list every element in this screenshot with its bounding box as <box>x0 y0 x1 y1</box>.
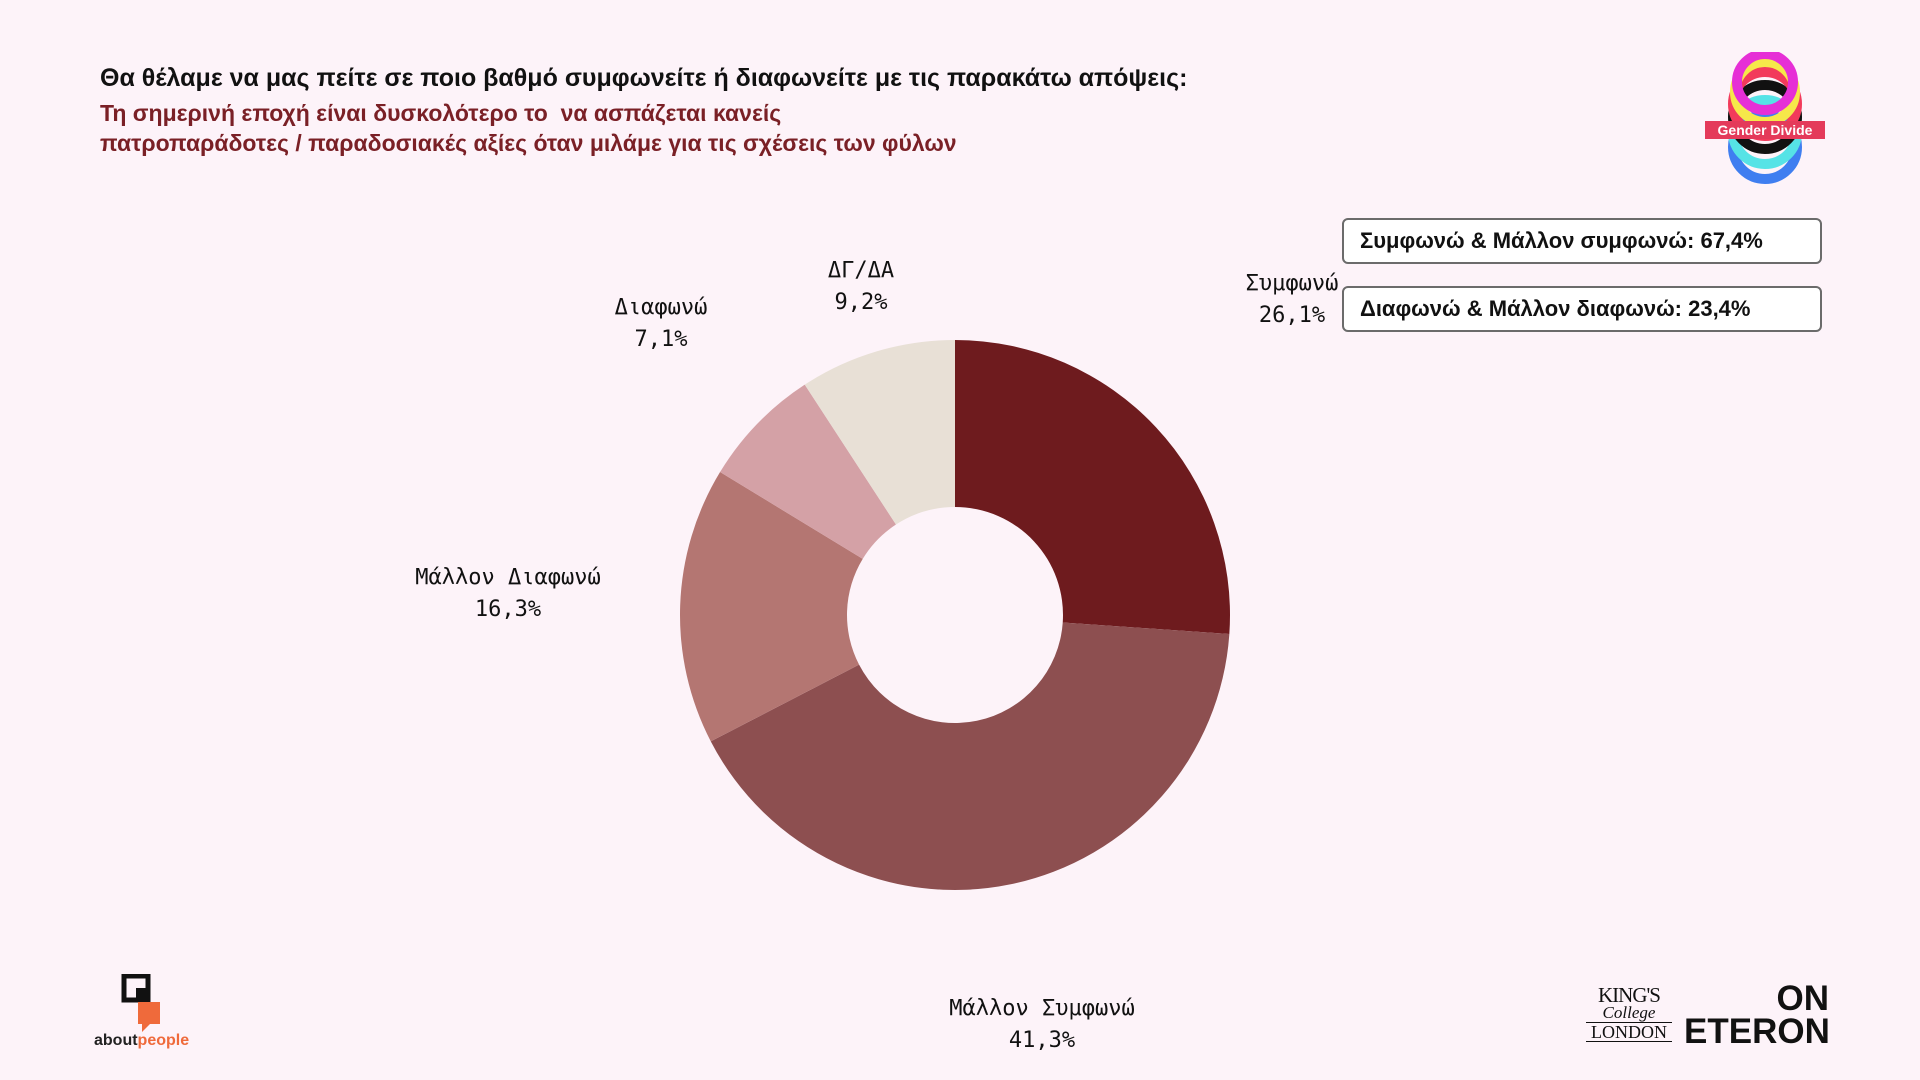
subtitle-line-2: πατροπαράδοτες / παραδοσιακές αξίες όταν… <box>100 130 957 156</box>
disagree-total-box: Διαφωνώ & Μάλλον διαφωνώ: 23,4% <box>1342 286 1822 332</box>
donut-slice-2 <box>710 622 1230 891</box>
aboutpeople-logo <box>121 974 160 1032</box>
slice-category-label-5: ΔΓ/ΔΑ <box>828 258 894 283</box>
slice-category-label-2: Μάλλον Συμφωνώ <box>949 996 1134 1021</box>
kings-college-london-logo: KING'S College LONDON <box>1586 985 1672 1042</box>
slice-value-label-5: 9,2% <box>835 290 888 315</box>
slice-category-label-4: Διαφωνώ <box>615 295 708 320</box>
aboutpeople-wordmark: aboutpeople <box>94 1032 190 1049</box>
subtitle-line-1: Τη σημερινή εποχή είναι δυσκολότερο το ν… <box>100 100 782 126</box>
donut-slice-5 <box>804 340 955 525</box>
slice-category-label-1: Συμφωνώ <box>1246 271 1339 296</box>
slice-category-label-3: Μάλλον Διαφωνώ <box>415 565 600 590</box>
slice-value-label-2: 41,3% <box>1009 1028 1075 1053</box>
chart-question-title: Θα θέλαμε να μας πείτε σε ποιο βαθμό συμ… <box>100 64 1188 92</box>
agree-total-box: Συμφωνώ & Μάλλον συμφωνώ: 67,4% <box>1342 218 1822 264</box>
donut-slice-1 <box>955 340 1230 634</box>
slice-value-label-4: 7,1% <box>635 327 688 352</box>
slice-value-label-1: 26,1% <box>1259 303 1325 328</box>
donut-slice-4 <box>720 384 896 559</box>
on-eteron-logo: ON ETERON <box>1684 979 1830 1051</box>
chart-question-subtitle: Τη σημερινή εποχή είναι δυσκολότερο το ν… <box>100 98 957 158</box>
gender-divide-label: Gender Divide <box>1705 121 1825 139</box>
slice-value-label-3: 16,3% <box>475 597 541 622</box>
donut-slice-3 <box>680 472 863 742</box>
